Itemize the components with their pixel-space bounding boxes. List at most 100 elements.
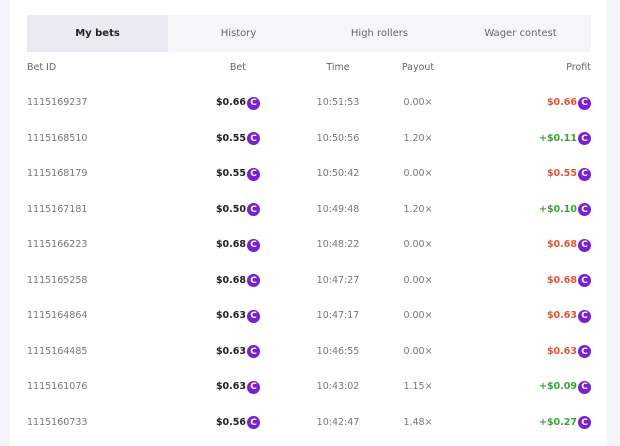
- bet-profit-value: +$0.09: [538, 381, 577, 392]
- bet-profit: $0.68 C: [547, 237, 591, 253]
- bet-time-value: 10:42:47: [316, 416, 360, 428]
- header-time-label: Time: [326, 62, 350, 73]
- bet-profit-value: +$0.10: [538, 203, 577, 215]
- header-payout-label: Payout: [401, 62, 435, 73]
- bet-time-value: 10:47:17: [316, 310, 360, 321]
- bet-payout-value: 0.00×: [403, 239, 433, 250]
- bet-profit-value: +$0.27: [538, 416, 577, 428]
- bets-panel: My bets History High rollers Wager conte…: [10, 0, 607, 446]
- bet-amount: $0.63 C: [216, 308, 260, 324]
- bet-amount: $0.63 C: [216, 379, 260, 395]
- tab-my-bets[interactable]: My bets: [27, 15, 168, 52]
- tab-wager-contest[interactable]: Wager contest: [484, 28, 557, 39]
- bet-amount: $0.50 C: [216, 202, 260, 218]
- tab-bar: My bets History High rollers Wager conte…: [27, 15, 591, 52]
- coin-icon: C: [578, 380, 591, 394]
- bet-value: $0.56: [215, 416, 246, 428]
- coin-icon: C: [247, 416, 260, 429]
- table-row[interactable]: 1115166223 $0.68 C 10:48:22 0.00× $0.68 C: [27, 237, 591, 253]
- bet-value: $0.66: [215, 97, 246, 108]
- bet-id[interactable]: 1115168179: [27, 168, 88, 179]
- coin-icon: C: [578, 309, 591, 323]
- bet-time-value: 10:48:22: [316, 239, 360, 250]
- coin-icon: C: [247, 274, 260, 287]
- bet-payout-value: 0.00×: [403, 310, 433, 321]
- bet-id[interactable]: 1115164485: [27, 345, 88, 357]
- bet-value: $0.50: [215, 203, 246, 215]
- bet-payout-value: 0.00×: [403, 97, 433, 108]
- table-row[interactable]: 1115160733 $0.56 C 10:42:47 1.48× +$0.27 C: [27, 415, 591, 431]
- bet-profit-value: +$0.11: [538, 132, 577, 144]
- coin-icon: C: [578, 274, 591, 287]
- bet-id[interactable]: 1115166223: [27, 239, 88, 250]
- bet-profit: $0.68 C: [547, 273, 591, 289]
- bet-id[interactable]: 1115161076: [27, 381, 88, 392]
- bet-value: $0.63: [215, 381, 246, 392]
- header-profit: Profit: [566, 62, 591, 73]
- coin-icon: C: [578, 416, 591, 429]
- coin-icon: C: [247, 345, 260, 358]
- table-row[interactable]: 1115161076 $0.63 C 10:43:02 1.15× +$0.09 C: [27, 379, 591, 395]
- coin-icon: C: [247, 96, 260, 110]
- bet-profit: +$0.09 C: [539, 379, 591, 395]
- bet-profit: $0.63 C: [547, 344, 591, 360]
- bet-time-value: 10:43:02: [316, 381, 360, 392]
- bet-profit: +$0.27 C: [539, 415, 591, 431]
- tab-history[interactable]: History: [220, 28, 257, 39]
- bet-id[interactable]: 1115169237: [27, 97, 88, 108]
- table-row[interactable]: 1115169237 $0.66 C 10:51:53 0.00× $0.66 C: [27, 95, 591, 111]
- bet-amount: $0.68 C: [216, 273, 260, 289]
- bet-payout-value: 1.15×: [403, 381, 433, 392]
- bet-payout-value: 1.20×: [403, 132, 433, 144]
- bet-profit-value: $0.55: [546, 168, 577, 179]
- bet-payout-value: 1.48×: [403, 416, 433, 428]
- bet-profit: +$0.10 C: [539, 202, 591, 218]
- bet-time-value: 10:49:48: [316, 203, 360, 215]
- bet-amount: $0.56 C: [216, 415, 260, 431]
- bet-id[interactable]: 1115164864: [27, 310, 88, 321]
- coin-icon: C: [247, 309, 260, 323]
- bet-time-value: 10:47:27: [316, 274, 360, 286]
- table-row[interactable]: 1115164864 $0.63 C 10:47:17 0.00× $0.63 C: [27, 308, 591, 324]
- header-bet: Bet: [229, 62, 246, 73]
- coin-icon: C: [578, 132, 591, 145]
- bet-value: $0.63: [215, 310, 246, 321]
- bet-payout-value: 0.00×: [403, 168, 433, 179]
- bet-profit: $0.66 C: [547, 95, 591, 111]
- table-row[interactable]: 1115164485 $0.63 C 10:46:55 0.00× $0.63 C: [27, 344, 591, 360]
- bet-time-value: 10:50:56: [316, 132, 360, 144]
- bet-payout-value: 1.20×: [403, 203, 433, 215]
- table-row[interactable]: 1115167181 $0.50 C 10:49:48 1.20× +$0.10 C: [27, 202, 591, 218]
- bet-amount: $0.68 C: [216, 237, 260, 253]
- bet-profit-value: $0.63: [546, 310, 577, 321]
- bet-value: $0.55: [215, 168, 246, 179]
- bet-profit: $0.63 C: [547, 308, 591, 324]
- tab-high-rollers[interactable]: High rollers: [350, 28, 409, 39]
- bet-id[interactable]: 1115168510: [27, 132, 88, 144]
- table-row[interactable]: 1115168510 $0.55 C 10:50:56 1.20× +$0.11 C: [27, 131, 591, 147]
- bet-id[interactable]: 1115167181: [27, 203, 88, 215]
- coin-icon: C: [578, 345, 591, 358]
- coin-icon: C: [578, 203, 591, 216]
- coin-icon: C: [247, 238, 260, 252]
- bet-payout-value: 0.00×: [403, 345, 433, 357]
- bet-time-value: 10:46:55: [316, 345, 360, 357]
- bet-id[interactable]: 1115165258: [27, 274, 88, 286]
- bet-amount: $0.66 C: [216, 95, 260, 111]
- coin-icon: C: [247, 203, 260, 216]
- bet-value: $0.63: [215, 345, 246, 357]
- table-row[interactable]: 1115168179 $0.55 C 10:50:42 0.00× $0.55 C: [27, 166, 591, 182]
- bet-amount: $0.55 C: [216, 166, 260, 182]
- table-row[interactable]: 1115165258 $0.68 C 10:47:27 0.00× $0.68 C: [27, 273, 591, 289]
- bet-profit-value: $0.68: [546, 274, 577, 286]
- coin-icon: C: [578, 238, 591, 252]
- bet-time-value: 10:51:53: [316, 97, 360, 108]
- header-bet-id: Bet ID: [27, 62, 57, 73]
- coin-icon: C: [247, 132, 260, 145]
- coin-icon: C: [247, 167, 260, 181]
- bet-amount: $0.55 C: [216, 131, 260, 147]
- bet-id[interactable]: 1115160733: [27, 416, 88, 428]
- bet-payout-value: 0.00×: [403, 274, 433, 286]
- bet-profit: +$0.11 C: [539, 131, 591, 147]
- bet-amount: $0.63 C: [216, 344, 260, 360]
